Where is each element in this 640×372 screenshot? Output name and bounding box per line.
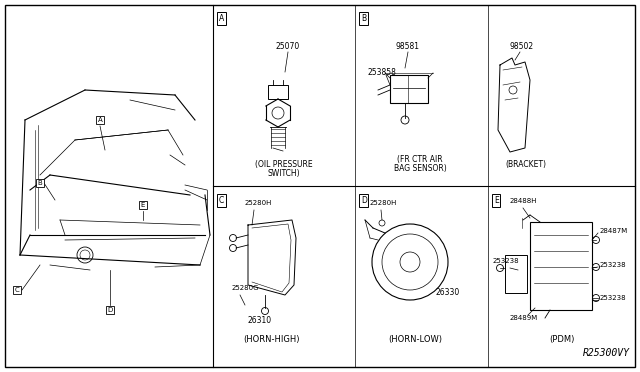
Text: 26310: 26310 — [248, 316, 272, 325]
Text: B: B — [38, 180, 42, 186]
Text: R25300VY: R25300VY — [583, 348, 630, 358]
Text: 25070: 25070 — [276, 42, 300, 51]
Text: 98502: 98502 — [510, 42, 534, 51]
Text: A: A — [98, 117, 102, 123]
Text: (HORN-HIGH): (HORN-HIGH) — [243, 335, 300, 344]
Bar — [390, 75, 428, 103]
Text: (OIL PRESSURE: (OIL PRESSURE — [255, 160, 313, 169]
Text: A: A — [219, 14, 224, 23]
Text: D: D — [361, 196, 367, 205]
Text: 253858: 253858 — [368, 68, 397, 77]
Text: (HORN-LOW): (HORN-LOW) — [388, 335, 442, 344]
Text: E: E — [141, 202, 145, 208]
Bar — [268, 85, 288, 99]
Text: 25280H: 25280H — [370, 200, 397, 206]
Text: 98581: 98581 — [396, 42, 420, 51]
Text: D: D — [108, 307, 113, 313]
Text: 253238: 253238 — [600, 262, 627, 268]
Text: 25280H: 25280H — [245, 200, 273, 206]
Bar — [505, 255, 527, 293]
Text: C: C — [219, 196, 224, 205]
Text: 253238: 253238 — [493, 258, 520, 264]
Text: E: E — [494, 196, 499, 205]
Text: C: C — [15, 287, 19, 293]
Text: 28489M: 28489M — [510, 315, 538, 321]
Text: BAG SENSOR): BAG SENSOR) — [394, 164, 446, 173]
Text: 28487M: 28487M — [600, 228, 628, 234]
Text: (FR CTR AIR: (FR CTR AIR — [397, 155, 443, 164]
Text: (PDM): (PDM) — [549, 335, 575, 344]
Text: 253238: 253238 — [600, 295, 627, 301]
Bar — [530, 222, 592, 310]
Text: 25280G: 25280G — [232, 285, 259, 291]
Text: (BRACKET): (BRACKET) — [505, 160, 546, 169]
Text: SWITCH): SWITCH) — [268, 169, 300, 178]
Text: 28488H: 28488H — [510, 198, 538, 204]
Text: 26330: 26330 — [435, 288, 460, 297]
Text: B: B — [361, 14, 366, 23]
